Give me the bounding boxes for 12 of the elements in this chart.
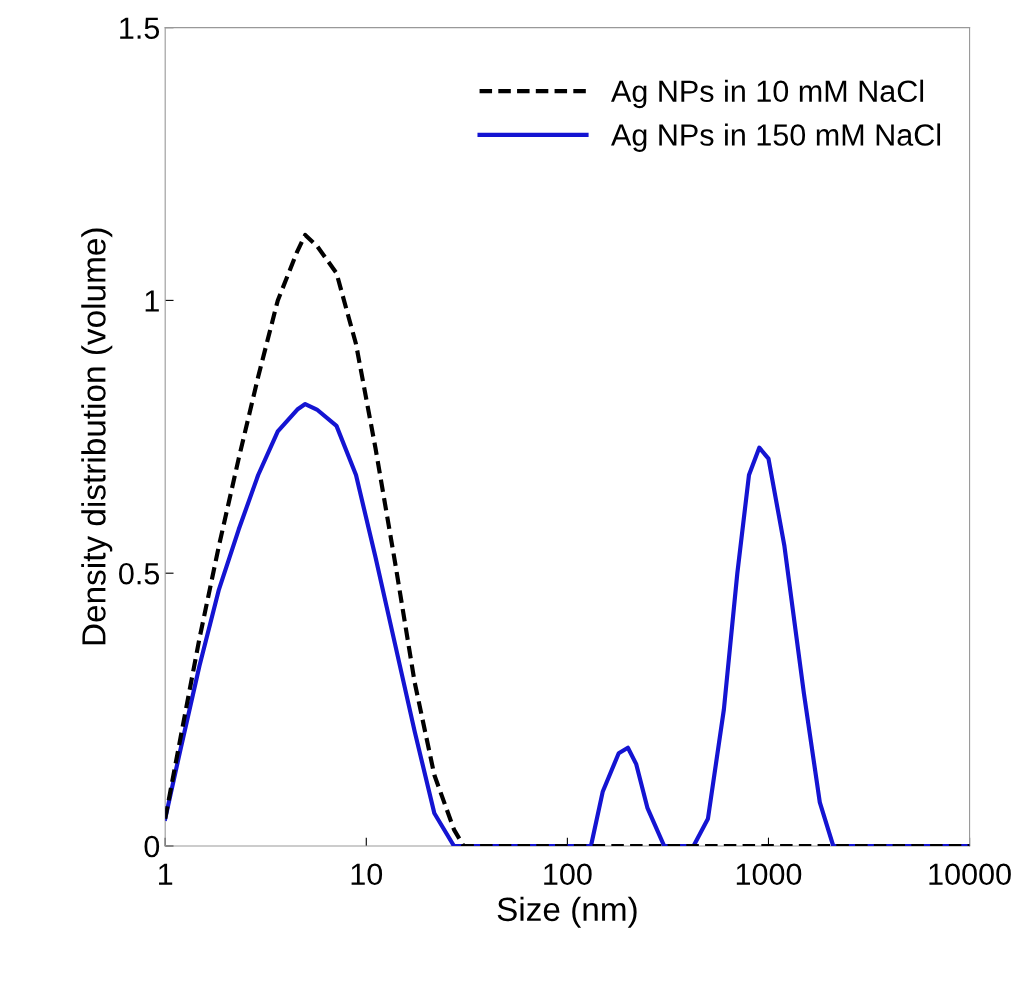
x-tick-label: 10000 xyxy=(929,863,1011,886)
y-tick-label: 1.5 xyxy=(120,17,160,39)
y-tick-label: 1 xyxy=(145,290,159,312)
y-tick-label: 0 xyxy=(144,835,160,858)
x-tick-label: 10 xyxy=(351,863,383,886)
x-axis-title: Size (nm) xyxy=(497,896,637,928)
legend-label: Ag NPs in 10 mM NaCl xyxy=(611,79,924,109)
x-tick-label: 1000 xyxy=(736,863,802,886)
x-tick-label: 100 xyxy=(544,863,592,886)
y-axis-title: Density distribution (volume) xyxy=(81,228,113,645)
y-tick-label: 0.5 xyxy=(119,562,160,585)
legend-label: Ag NPs in 150 mM NaCl xyxy=(611,123,941,152)
